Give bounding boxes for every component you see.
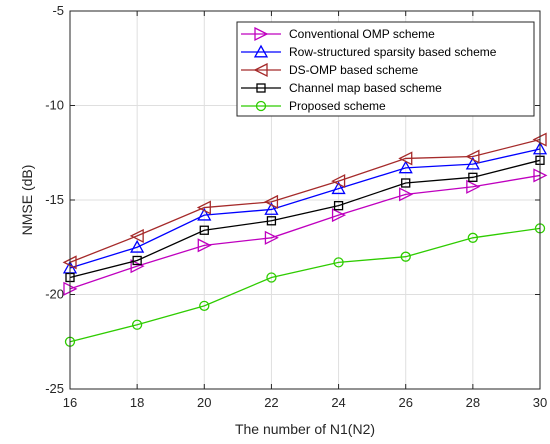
data-point xyxy=(331,181,346,195)
x-tick-label: 20 xyxy=(197,395,211,410)
data-point xyxy=(196,200,211,215)
data-point xyxy=(264,230,279,245)
series-line xyxy=(69,174,541,290)
data-point xyxy=(468,172,478,182)
data-point xyxy=(400,251,411,262)
legend-marker xyxy=(253,44,269,58)
y-axis-label: NMSE (dB) xyxy=(19,165,35,236)
data-point xyxy=(129,228,144,243)
legend-marker xyxy=(253,62,268,78)
data-point xyxy=(131,319,143,330)
x-tick-label: 16 xyxy=(63,395,77,410)
data-point xyxy=(132,255,142,266)
series-line xyxy=(69,148,541,269)
data-point xyxy=(467,232,479,243)
y-tick-label: -10 xyxy=(45,98,64,113)
data-point xyxy=(263,194,279,209)
x-tick-label: 28 xyxy=(466,395,480,410)
y-tick-label: -5 xyxy=(52,3,64,18)
y-tick-label: -15 xyxy=(45,192,64,207)
series-5 xyxy=(64,223,546,347)
data-point xyxy=(331,208,347,223)
legend-label: Proposed scheme xyxy=(289,99,386,113)
data-point xyxy=(130,239,145,253)
data-point xyxy=(130,259,145,274)
legend-marker xyxy=(254,26,269,42)
data-point xyxy=(197,238,212,253)
data-point xyxy=(465,156,480,170)
y-tick-label: -25 xyxy=(45,381,64,396)
data-point xyxy=(333,201,344,211)
legend-marker xyxy=(256,83,266,93)
series-line xyxy=(69,138,541,263)
legend-box xyxy=(236,21,535,117)
series-line xyxy=(69,227,541,343)
data-point xyxy=(466,179,481,194)
legend-entry: DS-OMP based scheme xyxy=(241,62,418,78)
legend: Conventional OMP scheme Row-structured sp… xyxy=(236,21,535,117)
legend-marker xyxy=(255,100,267,112)
legend-entry: Channel map based scheme xyxy=(241,81,442,95)
series-line xyxy=(69,159,541,279)
legend-label: Conventional OMP scheme xyxy=(289,27,435,41)
data-point xyxy=(465,149,480,164)
legend-label: Channel map based scheme xyxy=(289,81,442,95)
legend-entries: Conventional OMP scheme Row-structured sp… xyxy=(241,26,497,113)
y-tick-label: -20 xyxy=(45,287,64,302)
data-point xyxy=(266,272,277,283)
series-lines xyxy=(62,132,548,347)
data-point xyxy=(399,187,414,202)
x-tick-label: 18 xyxy=(130,395,144,410)
data-point xyxy=(199,225,209,235)
x-tick-label: 26 xyxy=(398,395,412,410)
x-tick-label: 24 xyxy=(331,395,345,410)
legend-label: DS-OMP based scheme xyxy=(289,63,418,77)
data-point xyxy=(401,178,411,188)
data-point xyxy=(331,174,346,189)
data-point xyxy=(333,257,344,268)
data-point xyxy=(398,160,413,174)
data-point xyxy=(199,300,210,311)
legend-label: Row-structured sparsity based scheme xyxy=(289,45,497,59)
legend-entry: Row-structured sparsity based scheme xyxy=(241,44,497,59)
legend-entry: Proposed scheme xyxy=(241,99,386,113)
legend-entry: Conventional OMP scheme xyxy=(241,26,435,42)
x-tick-label: 22 xyxy=(264,395,278,410)
x-axis-label: The number of N1(N2) xyxy=(235,421,375,437)
data-point xyxy=(266,216,277,226)
data-point xyxy=(398,151,413,166)
data-point xyxy=(264,202,279,215)
axis-ticks: 16 18 20 22 24 26 28 30 -5 -10 -15 -20 -25 xyxy=(45,3,547,410)
x-tick-label: 30 xyxy=(533,395,547,410)
data-point xyxy=(197,207,212,221)
